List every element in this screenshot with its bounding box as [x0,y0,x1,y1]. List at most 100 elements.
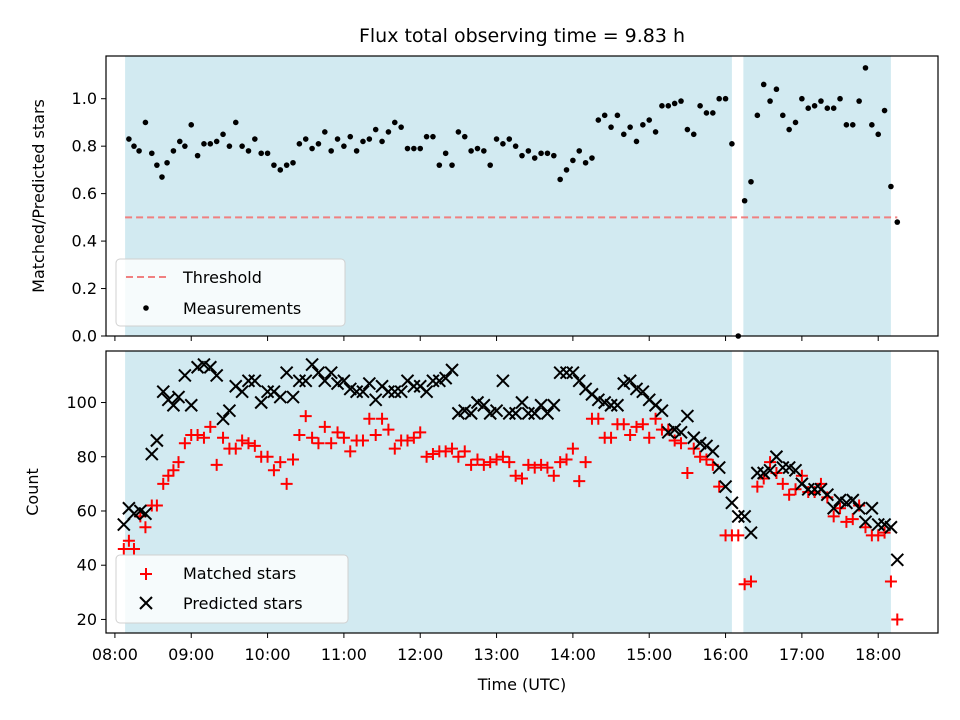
predicted-star-point [801,482,815,496]
matched-star-point [420,450,433,463]
measurement-point [201,140,207,147]
predicted-star-point [362,376,377,391]
matched-star-point [872,529,885,542]
measurement-point [379,138,385,145]
predicted-star-point [324,365,338,380]
measurement-point [487,162,493,168]
measurement-point [366,136,373,142]
predicted-star-point [241,374,256,388]
matched-star-point [261,450,274,463]
predicted-star-point [769,450,784,464]
matched-star-point [592,412,605,425]
bottom-x-tick-label: 10:00 [245,645,291,664]
measurement-point [544,150,551,157]
measurement-point [474,145,481,152]
predicted-star-point [712,460,726,475]
matched-star-point [503,456,516,469]
matched-star-point [426,448,439,461]
measurement-point [633,138,640,145]
matched-star-point [162,469,175,482]
measurement-point [142,119,149,126]
matched-star-point [331,426,344,439]
predicted-star-point [117,517,131,532]
bottom-x-tick-label: 15:00 [626,645,672,664]
matched-star-point [630,420,643,433]
matched-star-point [122,534,135,547]
measurement-point [182,143,188,149]
predicted-star-point [725,496,739,510]
matched-star-point [522,458,535,471]
predicted-star-point [553,365,567,380]
predicted-star-point [865,501,879,515]
measurement-point [154,162,160,168]
matched-star-point [891,613,904,626]
top-y-tick-label: 0.6 [72,184,97,203]
predicted-star-point [566,365,580,380]
measurement-point [372,126,379,133]
predicted-star-point [521,406,536,421]
measurement-point [164,159,170,166]
predicted-star-point [718,479,733,494]
top-y-tick-label: 0.4 [72,232,97,251]
top-y-tick-label: 1.0 [72,89,97,108]
measurements-series [126,65,901,339]
predicted-star-point [731,509,745,524]
measurement-point [773,86,780,93]
matched-star-point [312,437,325,450]
measurement-point [659,103,665,109]
matched-star-point [293,429,306,442]
measurement-point [894,219,901,225]
measurement-point [881,107,888,114]
measurement-point [678,98,684,104]
bottom-x-tick-label: 09:00 [168,645,214,664]
measurement-point [627,124,633,130]
matched-star-point [401,434,414,447]
matched-star-point [414,426,427,439]
measurement-point [136,148,142,154]
predicted-star-point [356,384,370,399]
matched-star-point [738,578,751,591]
measurement-point [461,133,468,140]
matched-star-point [547,469,560,482]
predicted-star-point [368,393,383,407]
measurement-point [557,176,563,183]
predicted-star-point [286,390,300,404]
matched-star-point [884,575,897,588]
predicted-star-point [407,379,421,393]
measurement-point [646,117,653,123]
predicted-star-point [145,447,159,461]
matched-star-point [356,434,369,447]
matched-star-point [127,542,140,555]
matched-star-point [541,461,554,474]
measurement-point [360,138,366,145]
matched-star-point [643,431,656,444]
measurement-point [131,143,137,149]
predicted-star-point [826,501,841,515]
predicted-star-point [477,398,491,412]
predicted-star-point [604,398,618,412]
predicted-star-point [846,493,860,507]
measurement-point [512,143,519,149]
measurement-point [786,126,792,133]
measurement-point [531,155,538,161]
matched-star-point [274,456,287,469]
measurement-point [283,162,290,168]
matched-star-point [846,513,859,526]
predicted-star-point [156,384,170,399]
matched-star-point [675,437,688,450]
legend-predicted-swatch [139,596,153,610]
matched-star-point [477,458,490,471]
predicted-star-point [235,384,249,399]
predicted-star-point [508,406,523,421]
matched-star-point [840,515,853,528]
measurement-point [328,148,334,154]
matched-star-point [783,488,796,501]
measurement-point [290,159,296,166]
top-legend: Threshold Measurements [115,258,346,327]
matched-star-point [560,453,573,466]
predicted-star-point [337,374,351,388]
predicted-star-point [547,398,561,412]
measurement-point [811,103,818,109]
top-y-axis-label: Matched/Predicted stars [29,99,48,293]
bottom-x-ticks: 08:00 09:00 10:00 11:00 12:00 13:00 14:00 15:00… [92,633,901,664]
